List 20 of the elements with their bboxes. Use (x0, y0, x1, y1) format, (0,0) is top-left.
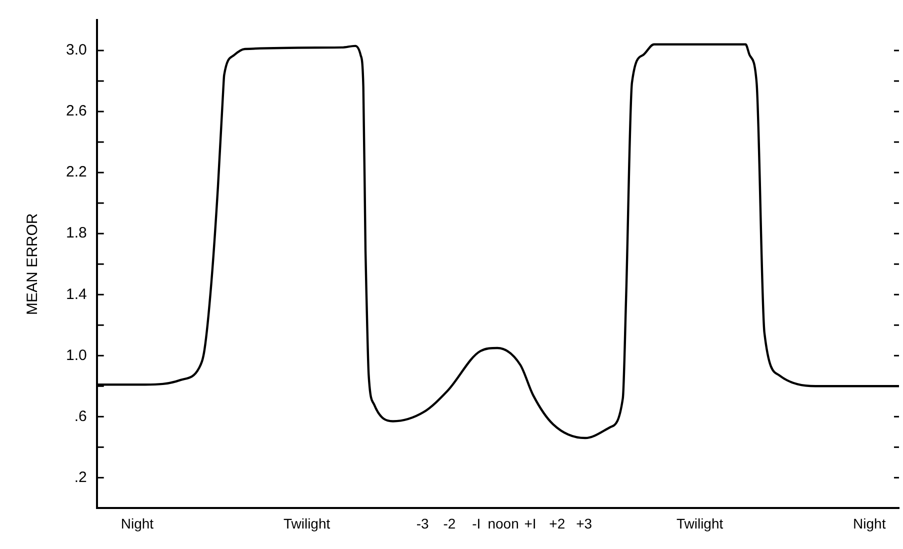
y-tick-label: 1.4 (66, 286, 87, 303)
x-tick-label: +I (524, 515, 536, 532)
x-tick-label: +3 (576, 515, 592, 532)
y-tick-label: 2.6 (66, 102, 87, 120)
y-tick-label: 2.2 (66, 164, 87, 181)
y-tick-label: .6 (74, 408, 87, 425)
y-axis-title: MEAN ERROR (24, 213, 42, 315)
x-tick-label: -I (472, 515, 481, 532)
x-tick-label: Twilight (676, 515, 724, 532)
y-tick-label: 1.8 (66, 224, 87, 242)
x-tick-label: Night (853, 515, 886, 532)
x-tick-label: noon (488, 515, 519, 532)
x-tick-label: Twilight (283, 515, 330, 532)
y-tick-label: 1.0 (66, 346, 87, 364)
x-tick-label: -3 (416, 515, 429, 532)
x-tick-label: -2 (443, 515, 456, 532)
y-tick-label: 3.0 (66, 42, 87, 59)
x-tick-label: +2 (549, 515, 566, 532)
x-tick-label: Night (120, 515, 154, 532)
y-tick-label: .2 (74, 468, 87, 486)
